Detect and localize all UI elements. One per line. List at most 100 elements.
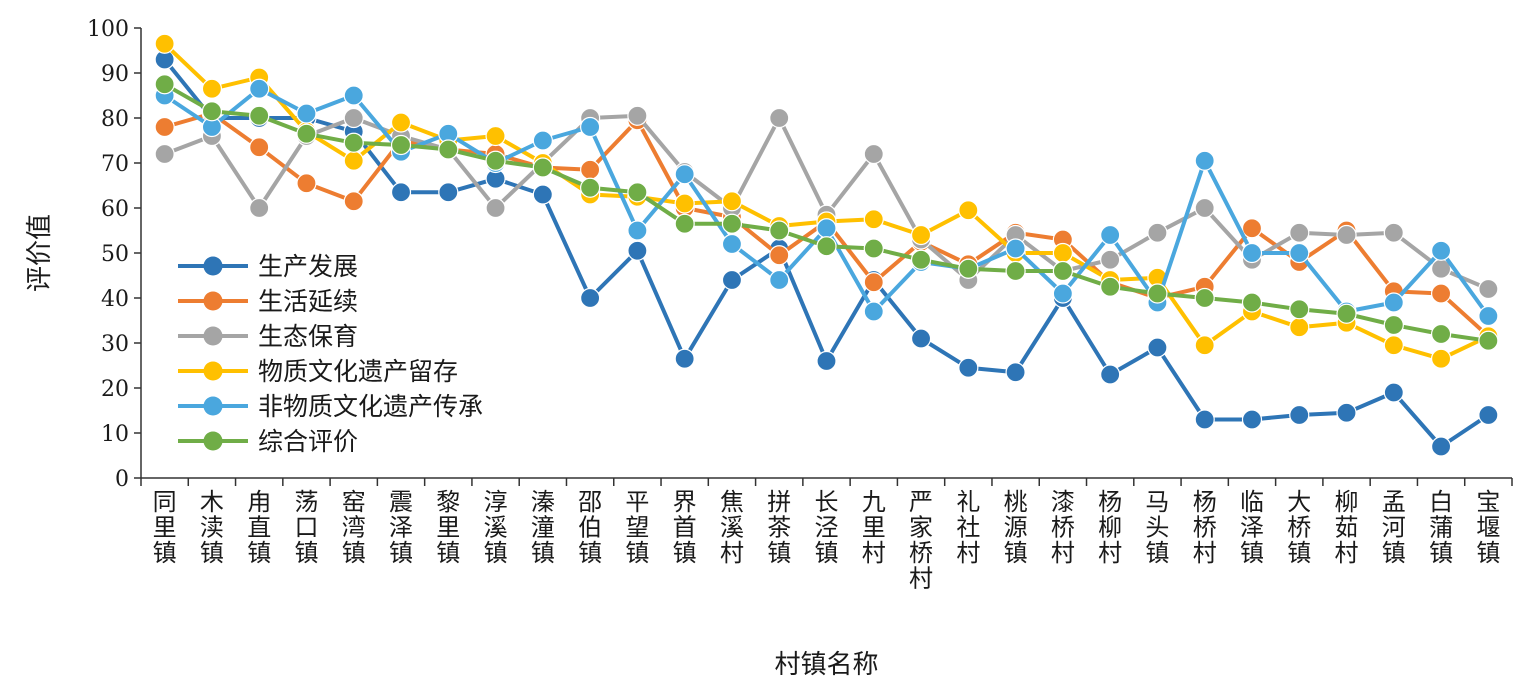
x-tick-label: 窑湾镇 [342, 488, 366, 567]
data-point [296, 103, 317, 124]
data-point [1383, 292, 1404, 313]
data-point [438, 139, 459, 160]
data-point [1241, 242, 1263, 264]
data-point [1289, 299, 1310, 320]
x-tick-label: 宝堰镇 [1476, 488, 1500, 567]
data-point [1052, 242, 1073, 264]
data-point [154, 74, 175, 95]
data-point [816, 350, 837, 372]
legend-label: 物质文化遗产留存 [258, 357, 458, 386]
x-tick-label: 漆桥村 [1051, 488, 1075, 567]
data-point [343, 191, 364, 212]
x-tick-label: 大桥镇 [1287, 488, 1311, 567]
data-point [201, 101, 223, 122]
x-tick-label: 溱潼镇 [531, 488, 555, 567]
data-point [1430, 240, 1452, 261]
data-point [958, 200, 979, 221]
data-point [816, 218, 837, 239]
data-point [485, 125, 506, 147]
data-point [674, 193, 695, 214]
data-point [438, 182, 459, 203]
data-point [1430, 323, 1452, 345]
legend-item: 非物质文化遗产传承 [178, 392, 483, 421]
x-tick-label: 桃源镇 [1004, 488, 1028, 567]
legend-item: 生态保育 [178, 322, 358, 351]
x-tick-label: 柳茹村 [1335, 488, 1359, 567]
legend-label: 生活延续 [258, 287, 358, 316]
data-point [1289, 404, 1310, 426]
data-point [580, 287, 601, 309]
data-point [1147, 283, 1168, 304]
x-tick-label: 临泽镇 [1240, 488, 1264, 567]
legend-label: 非物质文化遗产传承 [258, 392, 483, 421]
x-tick-label: 白蒲镇 [1429, 488, 1453, 567]
legend-label: 综合评价 [258, 427, 358, 456]
data-point [1100, 224, 1121, 246]
x-tick-label: 拼茶镇 [767, 488, 791, 567]
y-tick-label: 100 [87, 17, 129, 42]
y-tick-label: 50 [101, 242, 129, 267]
data-point [816, 236, 837, 257]
data-point [1383, 335, 1404, 356]
legend-swatch-marker [203, 361, 223, 381]
legend-label: 生产发展 [258, 252, 358, 281]
legend-swatch-marker [203, 431, 223, 451]
data-point [863, 209, 884, 230]
data-point [1194, 287, 1215, 309]
x-tick-label: 杨桥村 [1193, 488, 1217, 567]
data-point [1289, 242, 1310, 264]
data-point [1430, 436, 1452, 457]
data-point [1383, 222, 1404, 243]
y-tick-label: 0 [115, 467, 129, 492]
data-point [863, 272, 884, 293]
data-point [627, 105, 648, 126]
y-tick-label: 20 [101, 377, 129, 402]
data-point [1100, 276, 1121, 297]
data-point [674, 213, 695, 234]
data-point [721, 213, 743, 234]
data-point [1478, 305, 1499, 327]
legend-swatch-marker [203, 326, 223, 346]
data-point [1241, 292, 1263, 313]
data-point [532, 184, 553, 205]
data-point [390, 112, 412, 133]
data-point [674, 348, 695, 369]
legend-item: 综合评价 [178, 427, 358, 456]
y-tick-label: 60 [101, 197, 129, 222]
legend-item: 生活延续 [178, 287, 358, 316]
data-point [1100, 364, 1121, 385]
data-point [627, 220, 648, 241]
data-point [1005, 260, 1026, 282]
legend-swatch-marker [203, 291, 223, 311]
data-point [532, 130, 553, 151]
y-tick-label: 40 [101, 287, 129, 312]
x-tick-label: 荡口镇 [294, 488, 318, 567]
legend-swatch-marker [203, 256, 223, 276]
data-point [1052, 260, 1073, 282]
data-point [580, 159, 601, 180]
x-tick-label: 焦溪村 [720, 488, 744, 567]
data-point [1194, 335, 1215, 356]
data-point [1383, 382, 1404, 403]
data-point [154, 143, 175, 165]
legend-swatch-marker [203, 396, 223, 416]
x-tick-label: 同里镇 [153, 488, 177, 567]
data-point [1147, 222, 1168, 243]
x-tick-label: 邵伯镇 [578, 488, 602, 567]
x-tick-label: 九里村 [862, 488, 886, 567]
data-point [910, 224, 932, 246]
data-point [1005, 362, 1026, 383]
data-point [1430, 283, 1452, 304]
data-point [485, 197, 506, 219]
data-point [1336, 303, 1357, 324]
data-point [249, 197, 270, 219]
y-tick-label: 10 [101, 422, 129, 447]
data-point [343, 107, 364, 129]
data-point [485, 150, 506, 171]
data-point [1241, 218, 1263, 239]
axes: 0 10 20 30 40 50 60 70 80 90 100 同里镇木渎镇甪直镇荡口镇窑湾镇震泽镇… [87, 17, 1513, 593]
data-point [1052, 283, 1073, 304]
y-tick-label: 80 [101, 107, 129, 132]
